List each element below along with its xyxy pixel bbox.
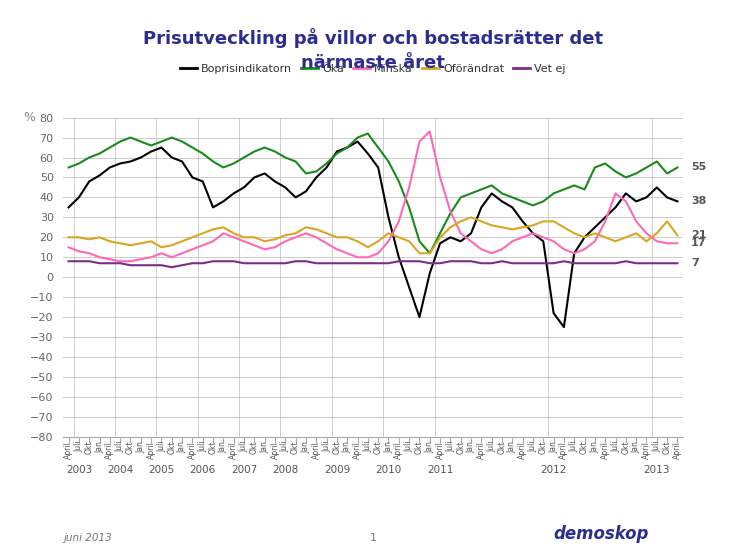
Text: Jan: Jan: [137, 441, 145, 452]
Text: 17: 17: [691, 239, 706, 248]
Text: April: April: [395, 441, 404, 459]
Text: 2009: 2009: [324, 465, 350, 475]
Text: Juli: Juli: [528, 441, 537, 452]
Text: Jan: Jan: [632, 441, 641, 452]
Text: April: April: [105, 441, 114, 459]
Text: Juli: Juli: [116, 441, 125, 452]
Text: Juli: Juli: [404, 441, 413, 452]
Text: April: April: [518, 441, 527, 459]
Text: April: April: [271, 441, 280, 459]
Text: Okt: Okt: [374, 441, 383, 454]
Text: Jan: Jan: [260, 441, 269, 452]
Text: Juli: Juli: [446, 441, 455, 452]
Text: 2011: 2011: [427, 465, 454, 475]
Text: April: April: [147, 441, 156, 459]
Text: April: April: [64, 441, 73, 459]
Text: Okt: Okt: [415, 441, 424, 454]
Text: April: April: [353, 441, 362, 459]
Text: April: April: [312, 441, 321, 459]
Text: 2008: 2008: [272, 465, 298, 475]
Text: 55: 55: [691, 162, 706, 172]
Text: Juli: Juli: [322, 441, 331, 452]
Text: April: April: [642, 441, 651, 459]
Text: Jan: Jan: [508, 441, 517, 452]
Text: Juli: Juli: [611, 441, 620, 452]
Text: Jan: Jan: [384, 441, 393, 452]
Text: Jan: Jan: [301, 441, 310, 452]
Text: 38: 38: [691, 197, 706, 207]
Text: Juli: Juli: [198, 441, 207, 452]
Text: Okt: Okt: [291, 441, 300, 454]
Text: Okt: Okt: [250, 441, 259, 454]
Text: Okt: Okt: [126, 441, 135, 454]
Text: 2003: 2003: [66, 465, 92, 475]
Text: 2004: 2004: [107, 465, 134, 475]
Text: Jan: Jan: [219, 441, 228, 452]
Text: Okt: Okt: [209, 441, 218, 454]
Text: April: April: [436, 441, 445, 459]
Text: Juli: Juli: [487, 441, 496, 452]
Text: Okt: Okt: [333, 441, 342, 454]
Text: Okt: Okt: [457, 441, 466, 454]
Text: juni 2013: juni 2013: [63, 533, 112, 543]
Text: Jan: Jan: [425, 441, 434, 452]
Text: Okt: Okt: [85, 441, 94, 454]
Text: Juli: Juli: [239, 441, 248, 452]
Text: Jan: Jan: [342, 441, 351, 452]
Text: Okt: Okt: [580, 441, 589, 454]
Text: Juli: Juli: [75, 441, 84, 452]
Text: Prisutveckling på villor och bostadsrätter det
närmaste året: Prisutveckling på villor och bostadsrätt…: [143, 28, 603, 72]
Text: Jan: Jan: [178, 441, 186, 452]
Text: 2006: 2006: [189, 465, 216, 475]
Legend: Boprisindikatorn, Öka, Minska, Oförändrat, Vet ej: Boprisindikatorn, Öka, Minska, Oförändra…: [176, 59, 570, 78]
Text: 1: 1: [369, 533, 377, 543]
Text: April: April: [229, 441, 238, 459]
Text: 2005: 2005: [148, 465, 175, 475]
Text: 2010: 2010: [375, 465, 401, 475]
Text: Juli: Juli: [280, 441, 289, 452]
Text: April: April: [673, 441, 682, 459]
Text: Juli: Juli: [363, 441, 372, 452]
Text: Juli: Juli: [157, 441, 166, 452]
Text: 2012: 2012: [540, 465, 567, 475]
Text: Okt: Okt: [621, 441, 630, 454]
Text: Jan: Jan: [466, 441, 475, 452]
Text: %: %: [23, 111, 35, 124]
Text: 21: 21: [691, 230, 706, 240]
Text: Okt: Okt: [167, 441, 176, 454]
Text: Jan: Jan: [95, 441, 104, 452]
Text: demoskop: demoskop: [554, 525, 649, 543]
Text: Okt: Okt: [539, 441, 548, 454]
Text: Okt: Okt: [498, 441, 507, 454]
Text: 7: 7: [691, 258, 698, 268]
Text: Juli: Juli: [652, 441, 661, 452]
Text: April: April: [477, 441, 486, 459]
Text: 2013: 2013: [644, 465, 670, 475]
Text: Okt: Okt: [662, 441, 671, 454]
Text: Jan: Jan: [549, 441, 558, 452]
Text: 2007: 2007: [231, 465, 257, 475]
Text: Juli: Juli: [570, 441, 579, 452]
Text: April: April: [601, 441, 609, 459]
Text: April: April: [188, 441, 197, 459]
Text: April: April: [560, 441, 568, 459]
Text: Jan: Jan: [590, 441, 599, 452]
